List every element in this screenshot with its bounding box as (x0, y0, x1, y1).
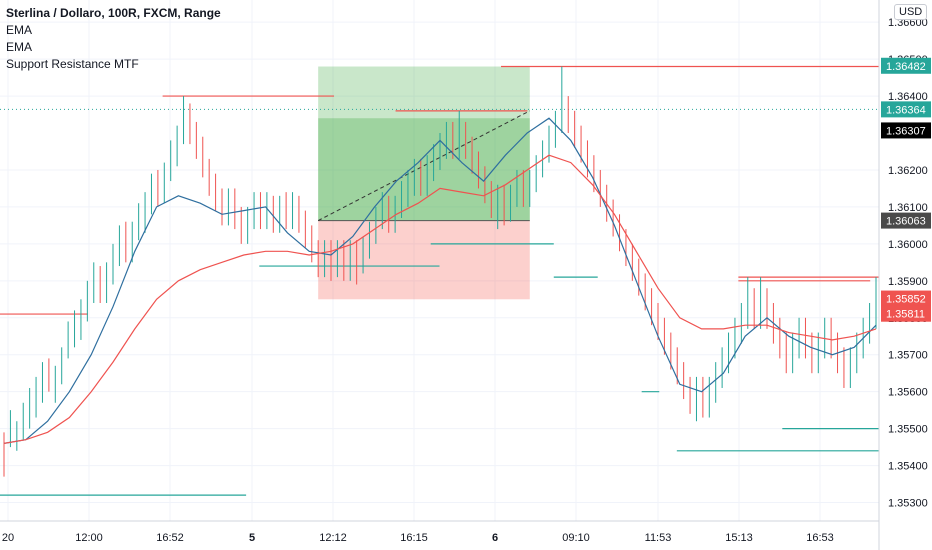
price-tag (881, 305, 931, 322)
time-tick-label: 6 (492, 532, 498, 544)
time-tick-label: 16:53 (806, 532, 834, 544)
price-tag (881, 57, 931, 74)
price-tag-label: 1.36307 (886, 125, 926, 137)
price-tag-label: 1.35811 (886, 309, 925, 321)
price-tag-label: 1.35852 (886, 294, 926, 306)
price-tick-label: 1.36400 (888, 91, 928, 103)
price-tick-label: 1.35500 (888, 424, 928, 436)
time-tick-label: 12:00 (75, 532, 103, 544)
profit-zone (318, 66, 530, 221)
price-tag (881, 101, 931, 118)
price-tick-label: 1.35300 (888, 498, 928, 510)
chart-title: Sterlina / Dollaro, 100R, FXCM, Range (6, 6, 221, 20)
time-tick-label: 16:15 (400, 532, 428, 544)
ema-line-1 (3, 117, 877, 444)
trend-dashed-line (317, 110, 530, 222)
currency-button[interactable]: USD (894, 4, 928, 20)
time-tick-label: 16:52 (156, 532, 184, 544)
loss-zone (318, 220, 530, 300)
price-tag (881, 290, 931, 307)
price-tag (881, 122, 931, 139)
grid (0, 0, 879, 521)
price-tick-label: 1.36600 (888, 17, 928, 29)
chart-legend: Sterlina / Dollaro, 100R, FXCM, Range EM… (6, 5, 221, 73)
indicator-support-resistance[interactable]: Support Resistance MTF (6, 57, 139, 71)
time-tick-label: 09:10 (562, 532, 590, 544)
ema-line-2 (3, 154, 877, 444)
price-tag-label: 1.36364 (886, 104, 926, 116)
price-tag (881, 212, 931, 229)
price-tag-label: 1.36482 (886, 61, 926, 73)
price-tick-label: 1.36100 (888, 202, 928, 214)
time-tick-label: 11:53 (645, 532, 672, 544)
time-tick-label: 5 (249, 532, 255, 544)
price-tick-label: 1.35400 (888, 461, 928, 473)
time-tick-label: 15:13 (725, 532, 753, 544)
price-tag-label: 1.36063 (886, 216, 926, 228)
price-tick-label: 1.35600 (888, 387, 928, 399)
price-tick-label: 1.35900 (888, 276, 928, 288)
price-tick-label: 1.35700 (888, 350, 928, 362)
price-tick-label: 1.36200 (888, 165, 928, 177)
price-tick-label: 1.36000 (888, 239, 928, 251)
time-tick-label: 12:12 (319, 532, 347, 544)
indicator-ema-slow[interactable]: EMA (6, 40, 33, 54)
profit-zone-inner (318, 118, 530, 221)
time-tick-label: 20 (2, 532, 14, 544)
indicator-ema-fast[interactable]: EMA (6, 23, 33, 37)
